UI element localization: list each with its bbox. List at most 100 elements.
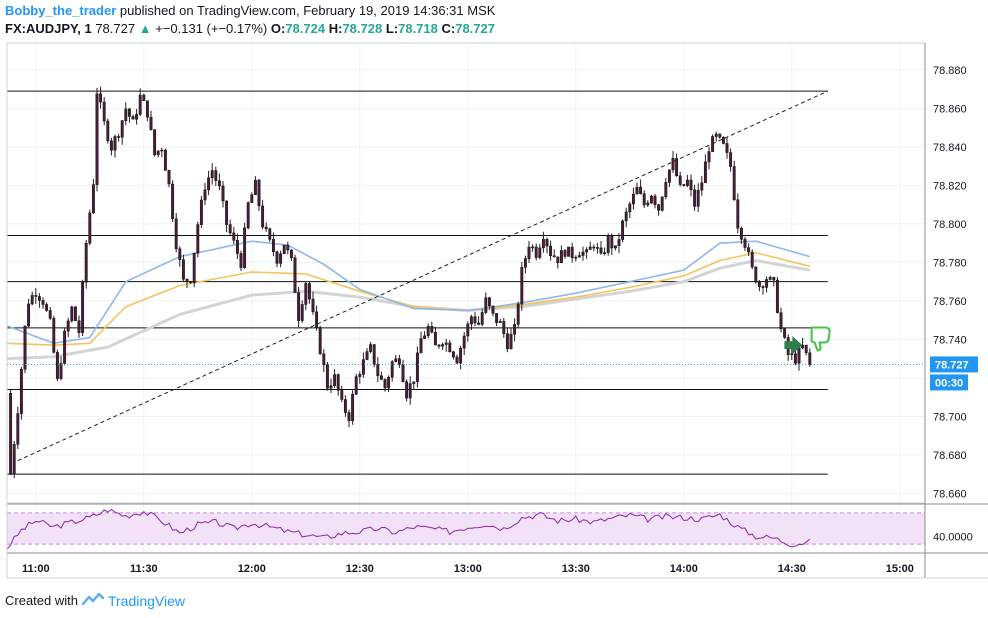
candle-body xyxy=(156,150,160,155)
candle-body xyxy=(685,179,689,186)
created-with-text: Created with xyxy=(5,593,78,608)
candle-body xyxy=(639,186,643,194)
candle-body xyxy=(667,169,671,183)
candle-body xyxy=(45,304,49,311)
candle-body xyxy=(707,151,711,163)
candle-body xyxy=(556,256,560,264)
rsi-tick-label: 40.0000 xyxy=(933,531,973,543)
candle-body xyxy=(718,133,722,138)
candle-body xyxy=(628,203,632,213)
candle-body xyxy=(545,239,549,247)
candle-body xyxy=(444,342,448,345)
candle-body xyxy=(491,305,495,314)
candle-body xyxy=(610,235,614,249)
candle-body xyxy=(534,246,538,258)
candle-body xyxy=(621,220,625,240)
candle-body xyxy=(711,136,715,152)
rsi-line xyxy=(6,508,811,550)
candle-body xyxy=(541,239,545,249)
chart-grid xyxy=(7,43,925,552)
candle-body xyxy=(275,251,279,264)
price-tick-label: 78.660 xyxy=(933,488,967,500)
candle-body xyxy=(599,247,603,254)
price-tick-label: 78.680 xyxy=(933,450,967,462)
candle-body xyxy=(552,255,556,258)
candle-body xyxy=(473,316,477,324)
time-tick-label: 11:30 xyxy=(130,563,158,575)
close-value: 78.727 xyxy=(455,21,495,36)
candle-body xyxy=(235,240,239,254)
candle-body xyxy=(365,351,369,360)
candle-body xyxy=(52,318,56,353)
moving-average-blue xyxy=(6,240,811,345)
candles xyxy=(9,86,812,479)
candle-body xyxy=(19,369,23,414)
candle-body xyxy=(286,244,290,251)
candle-body xyxy=(714,133,718,137)
high-value: 78.728 xyxy=(342,21,383,36)
candle-body xyxy=(480,312,484,325)
candle-body xyxy=(397,358,401,365)
candle-body xyxy=(293,257,297,293)
candle-body xyxy=(221,185,225,202)
candle-body xyxy=(592,246,596,249)
candle-body xyxy=(451,351,455,358)
moving-average-orange xyxy=(6,251,810,347)
author-name[interactable]: Bobby_the_trader xyxy=(5,3,117,18)
publication-header: Bobby_the_trader published on TradingVie… xyxy=(5,3,495,18)
candle-body xyxy=(117,136,121,138)
candle-body xyxy=(23,325,27,370)
candle-body xyxy=(783,328,787,338)
candle-body xyxy=(225,200,229,225)
candle-body xyxy=(135,114,139,120)
thumbs-down-icon xyxy=(810,326,831,352)
candle-body xyxy=(390,361,394,378)
candle-body xyxy=(145,100,149,118)
candle-body xyxy=(268,228,272,240)
candle-body xyxy=(646,202,650,206)
price-change: +−0.131 (+−0.17%) xyxy=(155,21,268,36)
candle-body xyxy=(41,300,45,305)
tradingview-brand[interactable]: TradingView xyxy=(107,592,186,609)
candle-body xyxy=(232,232,236,241)
candle-body xyxy=(595,247,599,249)
open-label: O: xyxy=(270,21,286,36)
open-value: 78.724 xyxy=(285,21,326,36)
horizontal-levels xyxy=(7,90,828,475)
candle-body xyxy=(462,335,466,349)
candle-body xyxy=(95,93,99,185)
candle-body xyxy=(779,312,783,330)
candle-body xyxy=(329,385,333,389)
candle-body xyxy=(55,352,59,379)
low-value: 78.718 xyxy=(398,21,438,36)
candle-body xyxy=(228,224,232,234)
dashed-trendline xyxy=(17,90,829,462)
candle-body xyxy=(59,363,63,379)
candle-body xyxy=(631,193,635,205)
price-tick-label: 78.760 xyxy=(933,296,967,308)
candle-body xyxy=(509,333,513,350)
candle-body xyxy=(635,186,639,195)
close-label: C: xyxy=(441,21,456,36)
candle-body xyxy=(531,246,535,249)
chart-axes: 78.880 78.860 78.840 78.820 78.800 78.780 78.7… xyxy=(6,42,988,579)
candle-body xyxy=(430,326,434,333)
candle-body xyxy=(671,158,675,171)
candle-body xyxy=(142,94,146,102)
candle-body xyxy=(808,352,812,365)
candle-body xyxy=(207,177,211,191)
candle-body xyxy=(16,413,20,445)
candle-body xyxy=(801,344,805,349)
high-label: H: xyxy=(328,21,343,36)
price-tick-label: 78.820 xyxy=(933,180,967,192)
footer: Created with TradingView xyxy=(5,592,185,609)
candle-body xyxy=(765,279,769,288)
candle-body xyxy=(9,393,13,475)
candle-body xyxy=(243,227,247,268)
candle-body xyxy=(617,239,621,246)
candle-body xyxy=(657,204,661,211)
candle-body xyxy=(441,344,445,347)
candle-body xyxy=(793,353,797,364)
candle-body xyxy=(448,342,452,353)
